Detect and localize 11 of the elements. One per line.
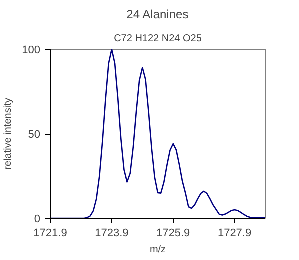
x-tick-label: 1723.9: [95, 228, 129, 240]
y-tick-label: 100: [22, 44, 41, 56]
chart-subtitle: C72 H122 N24 O25: [114, 34, 202, 44]
x-tick-label: 1721.9: [34, 228, 68, 240]
x-tick-label: 1725.9: [156, 228, 190, 240]
x-tick-label: 1727.9: [218, 228, 252, 240]
y-axis-title: relative intensity: [3, 98, 14, 170]
x-axis-title: m/z: [150, 244, 166, 256]
chart-title: 24 Alanines: [126, 8, 189, 22]
y-tick-label: 50: [28, 129, 41, 141]
y-tick-label: 0: [34, 214, 41, 226]
